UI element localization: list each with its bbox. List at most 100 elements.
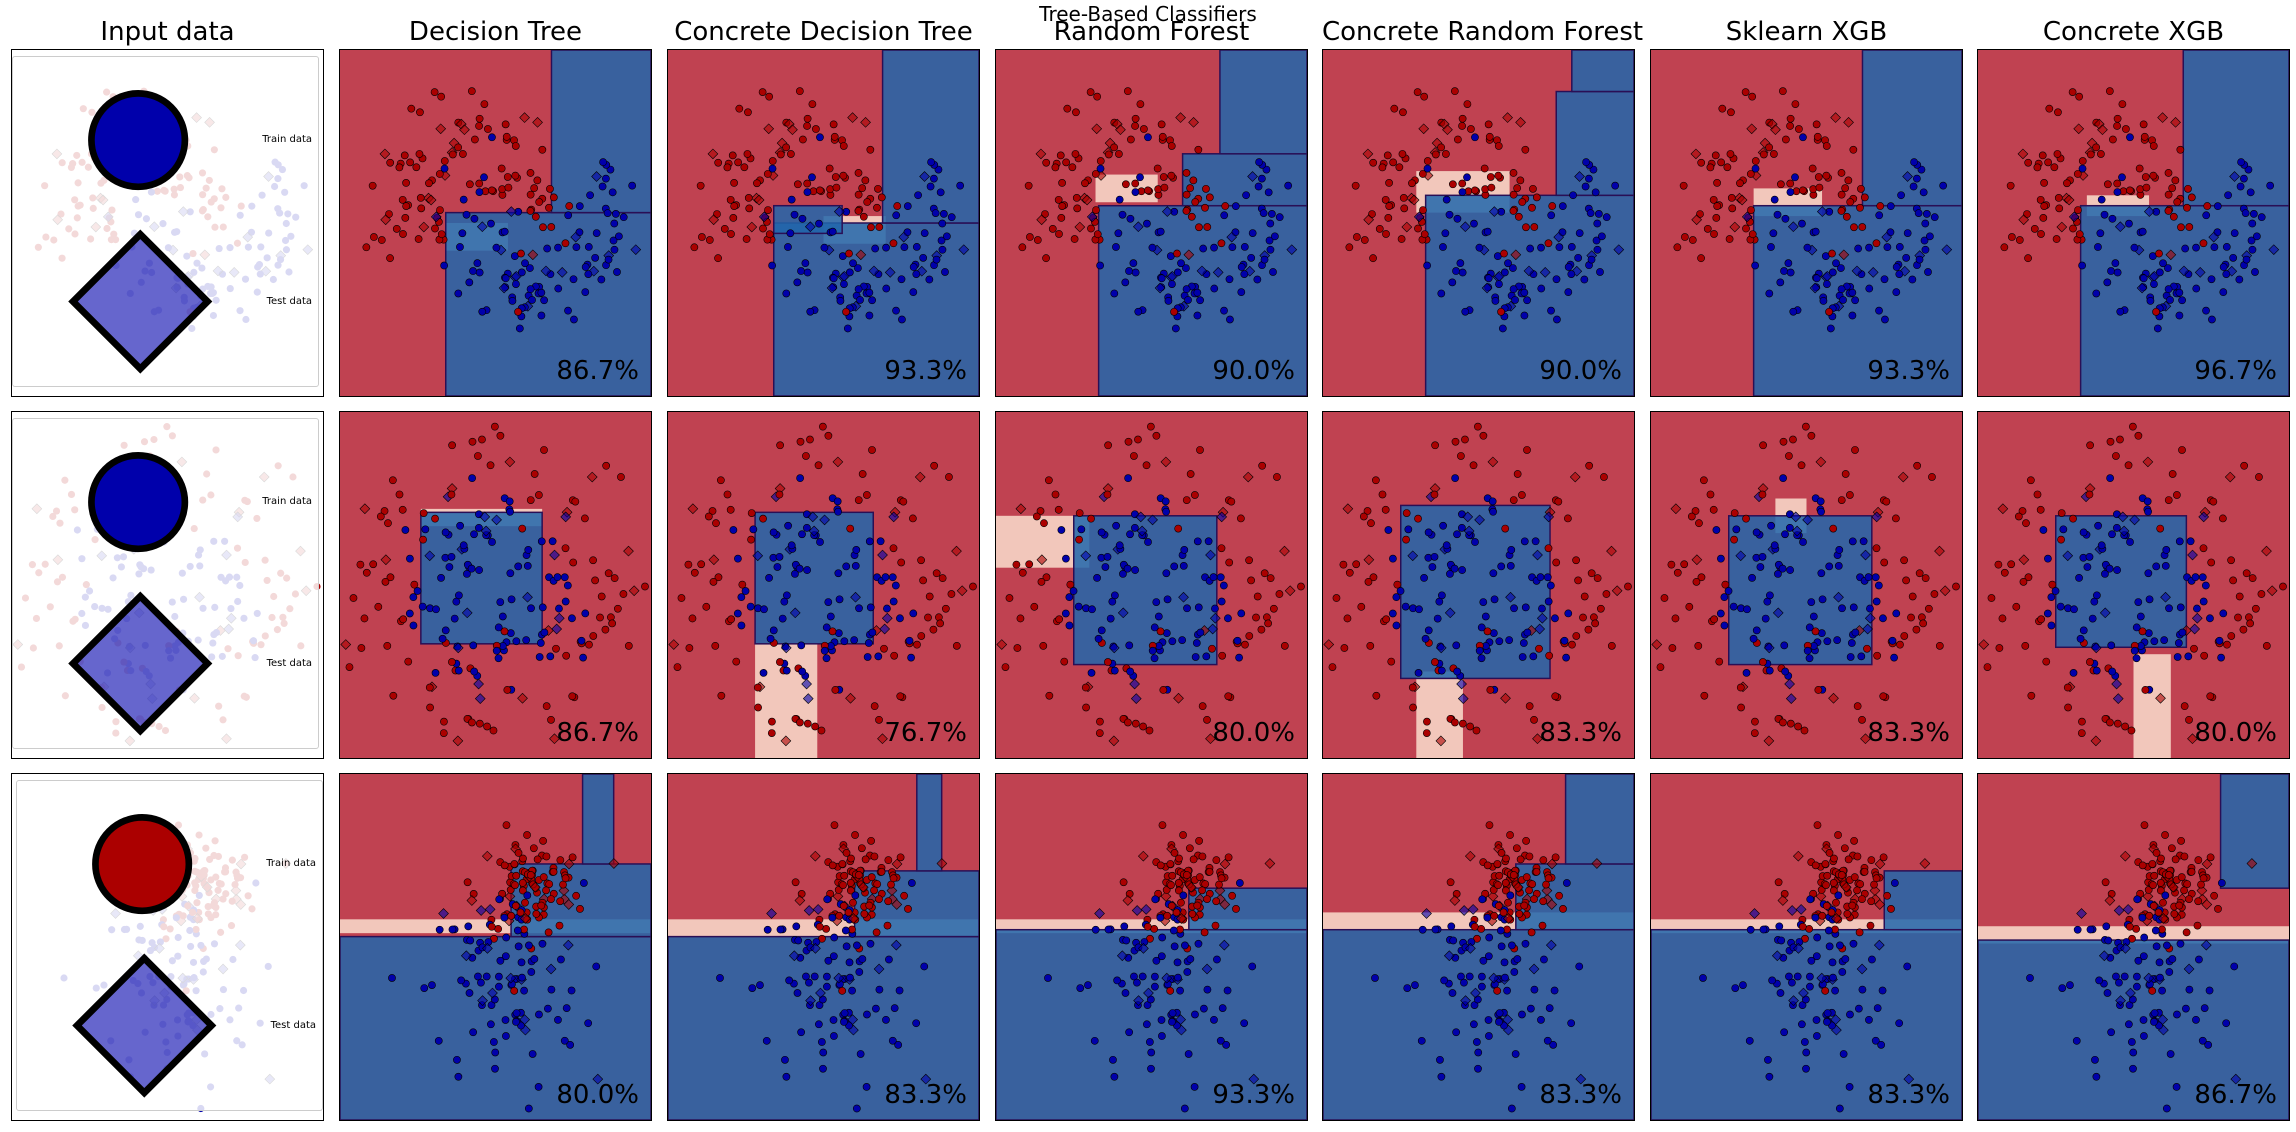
train-point xyxy=(1167,902,1176,910)
train-point xyxy=(487,219,495,228)
train-point xyxy=(1794,722,1802,731)
train-point xyxy=(470,214,479,223)
train-point xyxy=(1808,164,1817,173)
train-point xyxy=(470,667,479,676)
train-point xyxy=(2140,933,2149,942)
train-point xyxy=(1419,206,1427,214)
test-point xyxy=(2111,678,2122,690)
train-point xyxy=(1697,254,1705,263)
test-point xyxy=(1534,623,1546,635)
train-point xyxy=(1042,573,1051,582)
train-point xyxy=(1224,614,1232,623)
decision-region-blue xyxy=(1564,774,1634,865)
train-point xyxy=(2100,210,2109,219)
train-point xyxy=(1161,497,1170,506)
train-point xyxy=(1559,905,1567,913)
plot-area xyxy=(340,412,651,758)
train-point xyxy=(2039,526,2048,534)
train-point xyxy=(1431,658,1439,666)
train-point xyxy=(1435,597,1444,606)
train-point xyxy=(538,603,547,612)
train-point xyxy=(1828,249,1836,258)
train-point xyxy=(1780,1028,1789,1037)
train-point xyxy=(1872,597,1881,606)
train-point xyxy=(877,193,886,202)
test-point xyxy=(2068,211,2080,223)
train-point xyxy=(867,873,876,881)
train-point xyxy=(1799,186,1807,195)
train-point xyxy=(1801,422,1810,431)
train-point xyxy=(1930,590,1939,598)
train-point xyxy=(2120,972,2129,981)
train-point xyxy=(404,657,413,666)
train-point xyxy=(1495,637,1504,646)
test-point xyxy=(2118,525,2130,537)
train-point xyxy=(2234,613,2242,622)
train-point xyxy=(1823,280,1831,288)
train-point xyxy=(1759,925,1768,934)
test-point xyxy=(1741,211,1753,223)
train-point xyxy=(1209,573,1218,582)
train-point xyxy=(1125,267,1133,275)
test-point xyxy=(1784,678,1795,690)
train-point xyxy=(1509,207,1518,215)
train-point xyxy=(1567,270,1576,278)
train-point xyxy=(368,181,377,190)
train-point xyxy=(1809,185,1818,194)
train-point xyxy=(792,922,801,931)
train-point xyxy=(826,612,835,621)
test-point xyxy=(1286,244,1298,256)
train-point xyxy=(1591,188,1600,197)
train-point xyxy=(838,860,847,868)
train-point xyxy=(1181,941,1189,950)
train-point xyxy=(1880,275,1889,284)
test-point xyxy=(1279,545,1290,557)
train-point xyxy=(1851,296,1859,305)
train-point xyxy=(1912,625,1921,634)
train-point xyxy=(1532,867,1541,876)
train-point xyxy=(510,986,519,995)
train-point xyxy=(474,452,482,460)
train-point xyxy=(1518,491,1526,499)
train-point xyxy=(1036,507,1045,515)
train-point xyxy=(1157,120,1166,129)
train-point xyxy=(2122,125,2130,133)
train-point xyxy=(912,1019,921,1028)
train-point xyxy=(1233,636,1242,645)
train-point xyxy=(534,1083,543,1091)
train-point xyxy=(1211,604,1219,613)
train-point xyxy=(1791,100,1800,108)
train-point xyxy=(453,1055,461,1064)
train-point xyxy=(2124,461,2133,470)
train-point xyxy=(1441,229,1450,238)
train-point xyxy=(376,512,385,521)
train-point xyxy=(1866,921,1875,930)
train-point xyxy=(1401,602,1410,611)
train-point xyxy=(1471,133,1479,142)
train-point xyxy=(1101,563,1110,571)
train-point xyxy=(2109,135,2117,144)
train-point xyxy=(778,614,787,623)
train-point xyxy=(1510,604,1518,613)
train-point xyxy=(1131,188,1140,196)
train-point xyxy=(1221,202,1230,210)
train-point xyxy=(1568,640,1576,649)
train-point xyxy=(2125,922,2134,931)
train-point xyxy=(826,185,835,194)
train-point xyxy=(1490,911,1499,920)
train-point xyxy=(592,962,601,971)
train-point xyxy=(1203,985,1212,994)
train-point xyxy=(1375,224,1384,233)
train-point xyxy=(475,188,484,196)
train-point xyxy=(1131,179,1140,188)
train-point xyxy=(1051,490,1060,499)
train-point xyxy=(1032,512,1041,521)
train-point xyxy=(1535,644,1543,653)
test-point xyxy=(809,850,821,862)
train-point xyxy=(1822,902,1831,910)
train-point xyxy=(873,880,882,888)
train-point xyxy=(1501,886,1510,895)
train-point xyxy=(1525,886,1533,895)
train-point xyxy=(1730,535,1738,544)
train-point xyxy=(561,239,570,248)
